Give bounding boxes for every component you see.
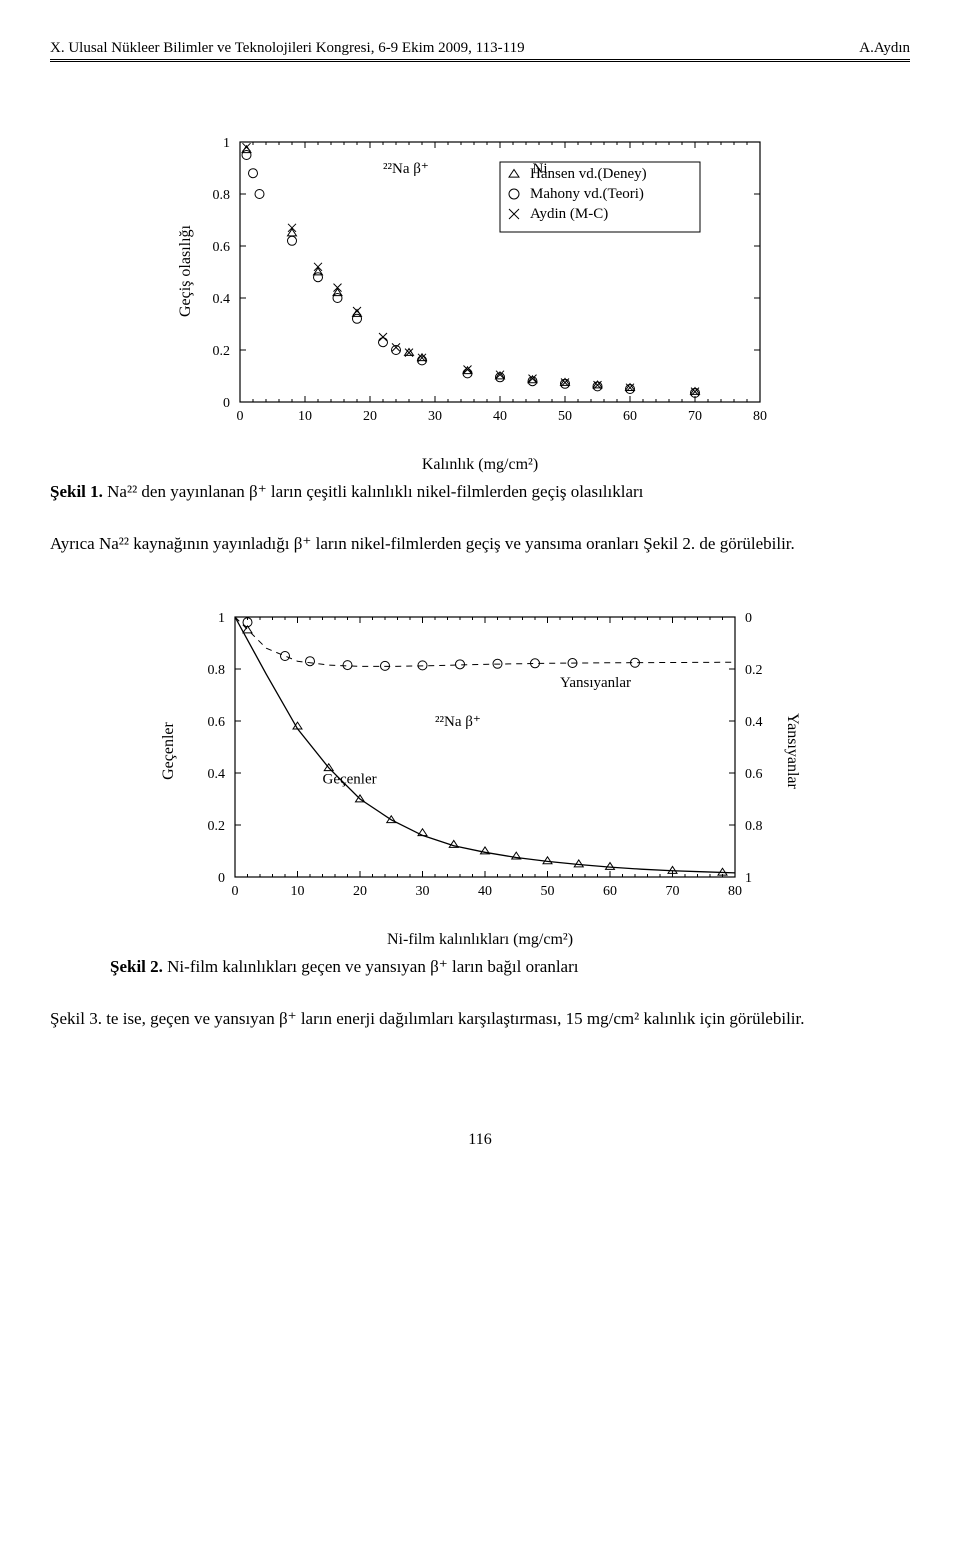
svg-text:10: 10 [298, 409, 312, 424]
fig1-caption-text: Na²² den yayınlanan β⁺ ların çeşitli kal… [103, 482, 644, 501]
svg-text:0: 0 [218, 871, 225, 886]
svg-text:0: 0 [745, 611, 752, 626]
svg-text:0.8: 0.8 [745, 819, 763, 834]
svg-text:0.6: 0.6 [213, 240, 231, 255]
svg-text:80: 80 [753, 409, 767, 424]
svg-text:0.4: 0.4 [745, 715, 763, 730]
fig2-caption-text: Ni-film kalınlıkları geçen ve yansıyan β… [163, 957, 579, 976]
svg-text:30: 30 [428, 409, 442, 424]
svg-text:²²Na β⁺: ²²Na β⁺ [435, 714, 481, 730]
svg-text:10: 10 [291, 884, 305, 899]
svg-text:80: 80 [728, 884, 742, 899]
svg-text:0: 0 [223, 396, 230, 411]
svg-text:Geçenler: Geçenler [323, 771, 377, 787]
fig2-caption: Şekil 2. Ni-film kalınlıkları geçen ve y… [110, 957, 910, 977]
svg-text:0.2: 0.2 [208, 819, 226, 834]
svg-text:1: 1 [745, 871, 752, 886]
header-right: A.Aydın [859, 40, 910, 57]
svg-text:0.8: 0.8 [208, 663, 226, 678]
header-divider [50, 59, 910, 62]
svg-text:0.6: 0.6 [208, 715, 226, 730]
fig2-ylabel-right: Yansıyanlar [783, 713, 801, 789]
svg-text:Mahony vd.(Teori): Mahony vd.(Teori) [530, 186, 644, 202]
svg-text:20: 20 [353, 884, 367, 899]
svg-text:0.6: 0.6 [745, 767, 763, 782]
fig2-caption-bold: Şekil 2. [110, 957, 163, 976]
svg-text:40: 40 [478, 884, 492, 899]
page-number: 116 [50, 1131, 910, 1149]
page-header: X. Ulusal Nükleer Bilimler ve Teknolojil… [50, 40, 910, 57]
svg-text:0.2: 0.2 [213, 344, 231, 359]
fig1-ylabel: Geçiş olasılığı [177, 225, 195, 317]
svg-text:70: 70 [666, 884, 680, 899]
svg-text:²²Na β⁺: ²²Na β⁺ [383, 161, 429, 177]
svg-text:1: 1 [218, 611, 225, 626]
svg-text:0: 0 [237, 409, 244, 424]
svg-text:0.2: 0.2 [745, 663, 763, 678]
paragraph-1: Ayrıca Na²² kaynağının yayınladığı β⁺ la… [50, 532, 910, 557]
svg-text:0.4: 0.4 [208, 767, 226, 782]
fig2-chart: 0102030405060708000.20.40.60.8100.20.40.… [160, 597, 800, 927]
svg-text:0.8: 0.8 [213, 188, 231, 203]
header-left: X. Ulusal Nükleer Bilimler ve Teknolojil… [50, 40, 525, 57]
svg-text:20: 20 [363, 409, 377, 424]
svg-text:60: 60 [623, 409, 637, 424]
fig2-xlabel: Ni-film kalınlıkları (mg/cm²) [160, 931, 800, 949]
fig1-caption-bold: Şekil 1. [50, 482, 103, 501]
svg-text:Hansen vd.(Deney): Hansen vd.(Deney) [530, 166, 647, 182]
svg-text:50: 50 [558, 409, 572, 424]
svg-text:40: 40 [493, 409, 507, 424]
fig1-caption: Şekil 1. Na²² den yayınlanan β⁺ ların çe… [50, 482, 910, 502]
figure-2: Geçenler Yansıyanlar 0102030405060708000… [50, 597, 910, 977]
svg-text:0: 0 [232, 884, 239, 899]
svg-text:60: 60 [603, 884, 617, 899]
paragraph-2: Şekil 3. te ise, geçen ve yansıyan β⁺ la… [50, 1007, 910, 1032]
fig2-ylabel-left: Geçenler [160, 722, 178, 780]
svg-text:Yansıyanlar: Yansıyanlar [560, 675, 631, 691]
svg-text:0.4: 0.4 [213, 292, 231, 307]
svg-text:1: 1 [223, 136, 230, 151]
svg-text:30: 30 [416, 884, 430, 899]
svg-text:50: 50 [541, 884, 555, 899]
fig1-chart: 0102030405060708000.20.40.60.81²²Na β⁺Ni… [170, 122, 790, 452]
svg-text:Aydin (M-C): Aydin (M-C) [530, 206, 608, 222]
figure-1: Geçiş olasılığı 0 10 20 30 40 50 60 70 80 0 0.2 0.4… [50, 122, 910, 502]
svg-text:70: 70 [688, 409, 702, 424]
fig1-xlabel: Kalınlık (mg/cm²) [170, 456, 790, 474]
